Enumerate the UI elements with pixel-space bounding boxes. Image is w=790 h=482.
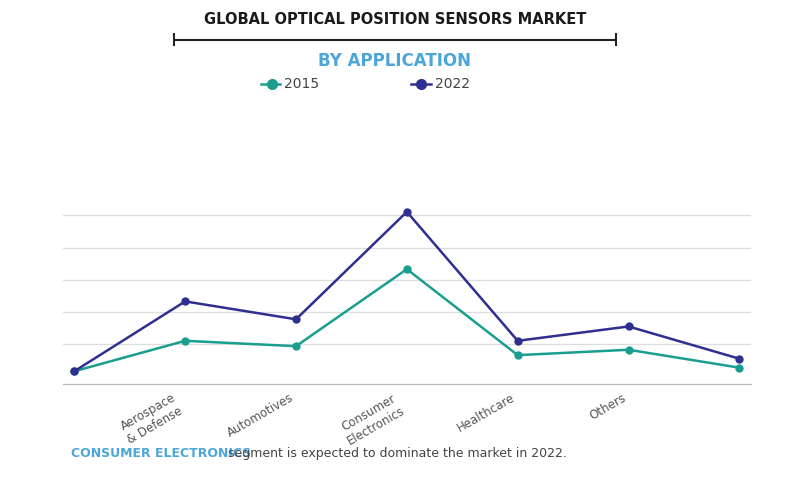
Text: GLOBAL OPTICAL POSITION SENSORS MARKET: GLOBAL OPTICAL POSITION SENSORS MARKET (204, 12, 586, 27)
Text: CONSUMER ELECTRONICS: CONSUMER ELECTRONICS (71, 447, 251, 460)
Text: 2022: 2022 (435, 77, 469, 92)
Text: segment is expected to dominate the market in 2022.: segment is expected to dominate the mark… (224, 447, 566, 460)
Text: BY APPLICATION: BY APPLICATION (318, 52, 472, 69)
Text: 2015: 2015 (284, 77, 319, 92)
